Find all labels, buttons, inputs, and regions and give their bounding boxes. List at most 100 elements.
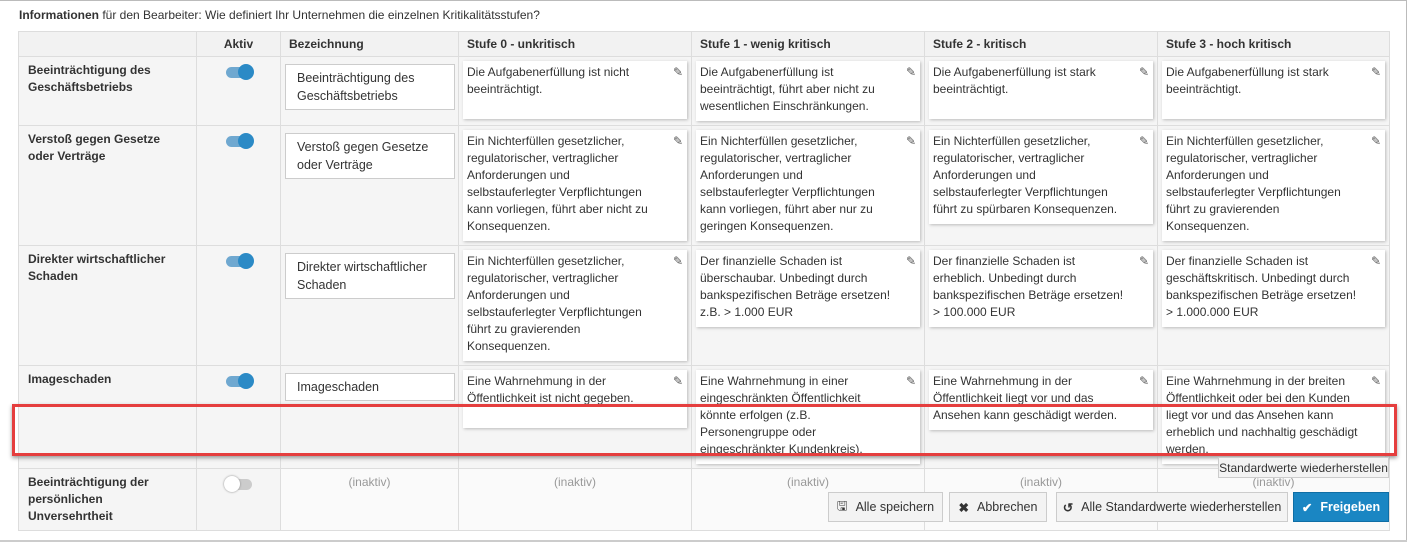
column-header: Stufe 3 - hoch kritisch: [1157, 31, 1390, 57]
level-cell: Ein Nichterfüllen gesetzlicher, regulato…: [691, 125, 925, 246]
inactive-cell: (inaktiv): [458, 468, 692, 531]
edit-icon[interactable]: ✎: [1138, 65, 1149, 79]
table-row: Direkter wirtschaftlicher Schaden Direkt…: [18, 245, 1390, 366]
level-description[interactable]: Die Aufgabenerfüllung ist stark beeinträ…: [1162, 61, 1385, 119]
criticality-table: Aktiv Bezeichnung Stufe 0 - unkritisch Stuf…: [18, 31, 1390, 531]
row-label: Beeinträchtigung der persönlichen Unvers…: [18, 468, 197, 531]
level-description[interactable]: Die Aufgabenerfüllung ist stark beeinträ…: [929, 61, 1153, 119]
level-description[interactable]: Der finanzielle Schaden ist erheblich. U…: [929, 250, 1153, 327]
active-toggle[interactable]: [225, 64, 254, 80]
level-text: Der finanzielle Schaden ist erheblich. U…: [933, 254, 1124, 319]
level-description[interactable]: Der finanzielle Schaden ist überschaubar…: [696, 250, 920, 327]
edit-icon[interactable]: ✎: [905, 374, 916, 388]
level-text: Eine Wahrnehmung in der breiten Öffentli…: [1166, 374, 1358, 456]
column-header: Aktiv: [196, 31, 281, 57]
level-text: Die Aufgabenerfüllung ist stark beeinträ…: [933, 65, 1096, 96]
active-cell: [196, 468, 281, 531]
edit-icon[interactable]: ✎: [672, 134, 683, 148]
save-all-button[interactable]: 🖫 Alle speichern: [828, 492, 943, 522]
edit-icon[interactable]: ✎: [672, 65, 683, 79]
highlight-box: [12, 404, 1397, 456]
name-input[interactable]: Beeinträchtigung des Geschäftsbetriebs: [285, 64, 455, 110]
info-question: für den Bearbeiter: Wie definiert Ihr Un…: [99, 8, 540, 22]
inactive-cell: (inaktiv): [280, 468, 459, 531]
edit-icon[interactable]: ✎: [905, 65, 916, 79]
active-cell: [196, 125, 281, 246]
name-input[interactable]: Imageschaden: [285, 373, 455, 401]
reset-row-button[interactable]: Standardwerte wiederherstellen: [1218, 457, 1389, 478]
level-text: Ein Nichterfüllen gesetzlicher, regulato…: [467, 254, 642, 353]
level-text: Ein Nichterfüllen gesetzlicher, regulato…: [700, 134, 875, 233]
edit-icon[interactable]: ✎: [672, 254, 683, 268]
row-label: Beeinträchtigung des Geschäftsbetriebs: [18, 56, 197, 126]
column-header: Stufe 0 - unkritisch: [458, 31, 692, 57]
active-cell: [196, 56, 281, 126]
level-cell: Der finanzielle Schaden ist überschaubar…: [691, 245, 925, 366]
level-cell: Ein Nichterfüllen gesetzlicher, regulato…: [458, 245, 692, 366]
level-text: Die Aufgabenerfüllung ist beeinträchtigt…: [700, 65, 875, 113]
edit-icon[interactable]: ✎: [905, 254, 916, 268]
level-description[interactable]: Ein Nichterfüllen gesetzlicher, regulato…: [696, 130, 920, 241]
reset-all-button[interactable]: ↺ Alle Standardwerte wiederherstellen: [1056, 492, 1288, 522]
active-toggle[interactable]: [225, 253, 254, 269]
edit-icon[interactable]: ✎: [905, 134, 916, 148]
level-cell: Die Aufgabenerfüllung ist stark beeinträ…: [924, 56, 1158, 126]
table-row: Verstoß gegen Gesetze oder Verträge Vers…: [18, 125, 1390, 246]
column-header: Stufe 1 - wenig kritisch: [691, 31, 925, 57]
name-cell: Verstoß gegen Gesetze oder Verträge: [280, 125, 459, 246]
level-description[interactable]: Ein Nichterfüllen gesetzlicher, regulato…: [463, 250, 687, 361]
level-text: Eine Wahrnehmung in einer eingeschränkte…: [700, 374, 863, 456]
table-row: Imageschaden Imageschaden Eine Wahrnehmun…: [18, 365, 1390, 469]
column-header: Bezeichnung: [280, 31, 459, 57]
level-cell: Die Aufgabenerfüllung ist nicht beeinträ…: [458, 56, 692, 126]
cancel-label: Abbrechen: [977, 500, 1038, 514]
active-toggle[interactable]: [225, 373, 254, 389]
edit-icon[interactable]: ✎: [1370, 374, 1381, 388]
level-cell: Eine Wahrnehmung in der Öffentlichkeit l…: [924, 365, 1158, 469]
table-row: Beeinträchtigung des Geschäftsbetriebs B…: [18, 56, 1390, 126]
level-description[interactable]: Eine Wahrnehmung in einer eingeschränkte…: [696, 370, 920, 464]
level-text: Ein Nichterfüllen gesetzlicher, regulato…: [933, 134, 1118, 216]
level-description[interactable]: Der finanzielle Schaden ist geschäftskri…: [1162, 250, 1385, 327]
level-text: Eine Wahrnehmung in der Öffentlichkeit l…: [933, 374, 1118, 422]
cancel-button[interactable]: ✖ Abbrechen: [949, 492, 1047, 522]
level-description[interactable]: Die Aufgabenerfüllung ist nicht beeinträ…: [463, 61, 687, 119]
level-cell: Eine Wahrnehmung in der breiten Öffentli…: [1157, 365, 1390, 469]
level-description[interactable]: Die Aufgabenerfüllung ist beeinträchtigt…: [696, 61, 920, 121]
level-cell: Eine Wahrnehmung in einer eingeschränkte…: [691, 365, 925, 469]
name-input[interactable]: Verstoß gegen Gesetze oder Verträge: [285, 133, 455, 179]
level-description[interactable]: Eine Wahrnehmung in der Öffentlichkeit i…: [463, 370, 687, 428]
level-description[interactable]: Ein Nichterfüllen gesetzlicher, regulato…: [1162, 130, 1385, 241]
info-label: Informationen: [19, 8, 99, 22]
edit-icon[interactable]: ✎: [672, 374, 683, 388]
row-label: Verstoß gegen Gesetze oder Verträge: [18, 125, 197, 246]
edit-icon[interactable]: ✎: [1138, 254, 1149, 268]
info-text: Informationen für den Bearbeiter: Wie de…: [19, 8, 540, 22]
level-text: Eine Wahrnehmung in der Öffentlichkeit i…: [467, 374, 634, 405]
level-description[interactable]: Eine Wahrnehmung in der Öffentlichkeit l…: [929, 370, 1153, 430]
level-cell: Der finanzielle Schaden ist geschäftskri…: [1157, 245, 1390, 366]
edit-icon[interactable]: ✎: [1370, 134, 1381, 148]
level-text: Ein Nichterfüllen gesetzlicher, regulato…: [467, 134, 648, 233]
level-description[interactable]: Ein Nichterfüllen gesetzlicher, regulato…: [463, 130, 687, 241]
edit-icon[interactable]: ✎: [1138, 374, 1149, 388]
name-cell: Direkter wirtschaftlicher Schaden: [280, 245, 459, 366]
name-input[interactable]: Direkter wirtschaftlicher Schaden: [285, 253, 455, 299]
level-cell: Die Aufgabenerfüllung ist stark beeinträ…: [1157, 56, 1390, 126]
edit-icon[interactable]: ✎: [1370, 65, 1381, 79]
row-label: Direkter wirtschaftlicher Schaden: [18, 245, 197, 366]
close-icon: ✖: [958, 500, 969, 515]
level-cell: Eine Wahrnehmung in der Öffentlichkeit i…: [458, 365, 692, 469]
level-cell: Der finanzielle Schaden ist erheblich. U…: [924, 245, 1158, 366]
level-description[interactable]: Ein Nichterfüllen gesetzlicher, regulato…: [929, 130, 1153, 224]
level-description[interactable]: Eine Wahrnehmung in der breiten Öffentli…: [1162, 370, 1385, 464]
edit-icon[interactable]: ✎: [1370, 254, 1381, 268]
release-button[interactable]: ✔ Freigeben: [1293, 492, 1389, 522]
level-cell: Ein Nichterfüllen gesetzlicher, regulato…: [924, 125, 1158, 246]
undo-icon: ↺: [1062, 500, 1074, 515]
level-text: Der finanzielle Schaden ist überschaubar…: [700, 254, 891, 319]
active-toggle[interactable]: [225, 133, 254, 149]
edit-icon[interactable]: ✎: [1138, 134, 1149, 148]
column-header: [18, 31, 197, 57]
active-toggle[interactable]: [223, 476, 252, 492]
